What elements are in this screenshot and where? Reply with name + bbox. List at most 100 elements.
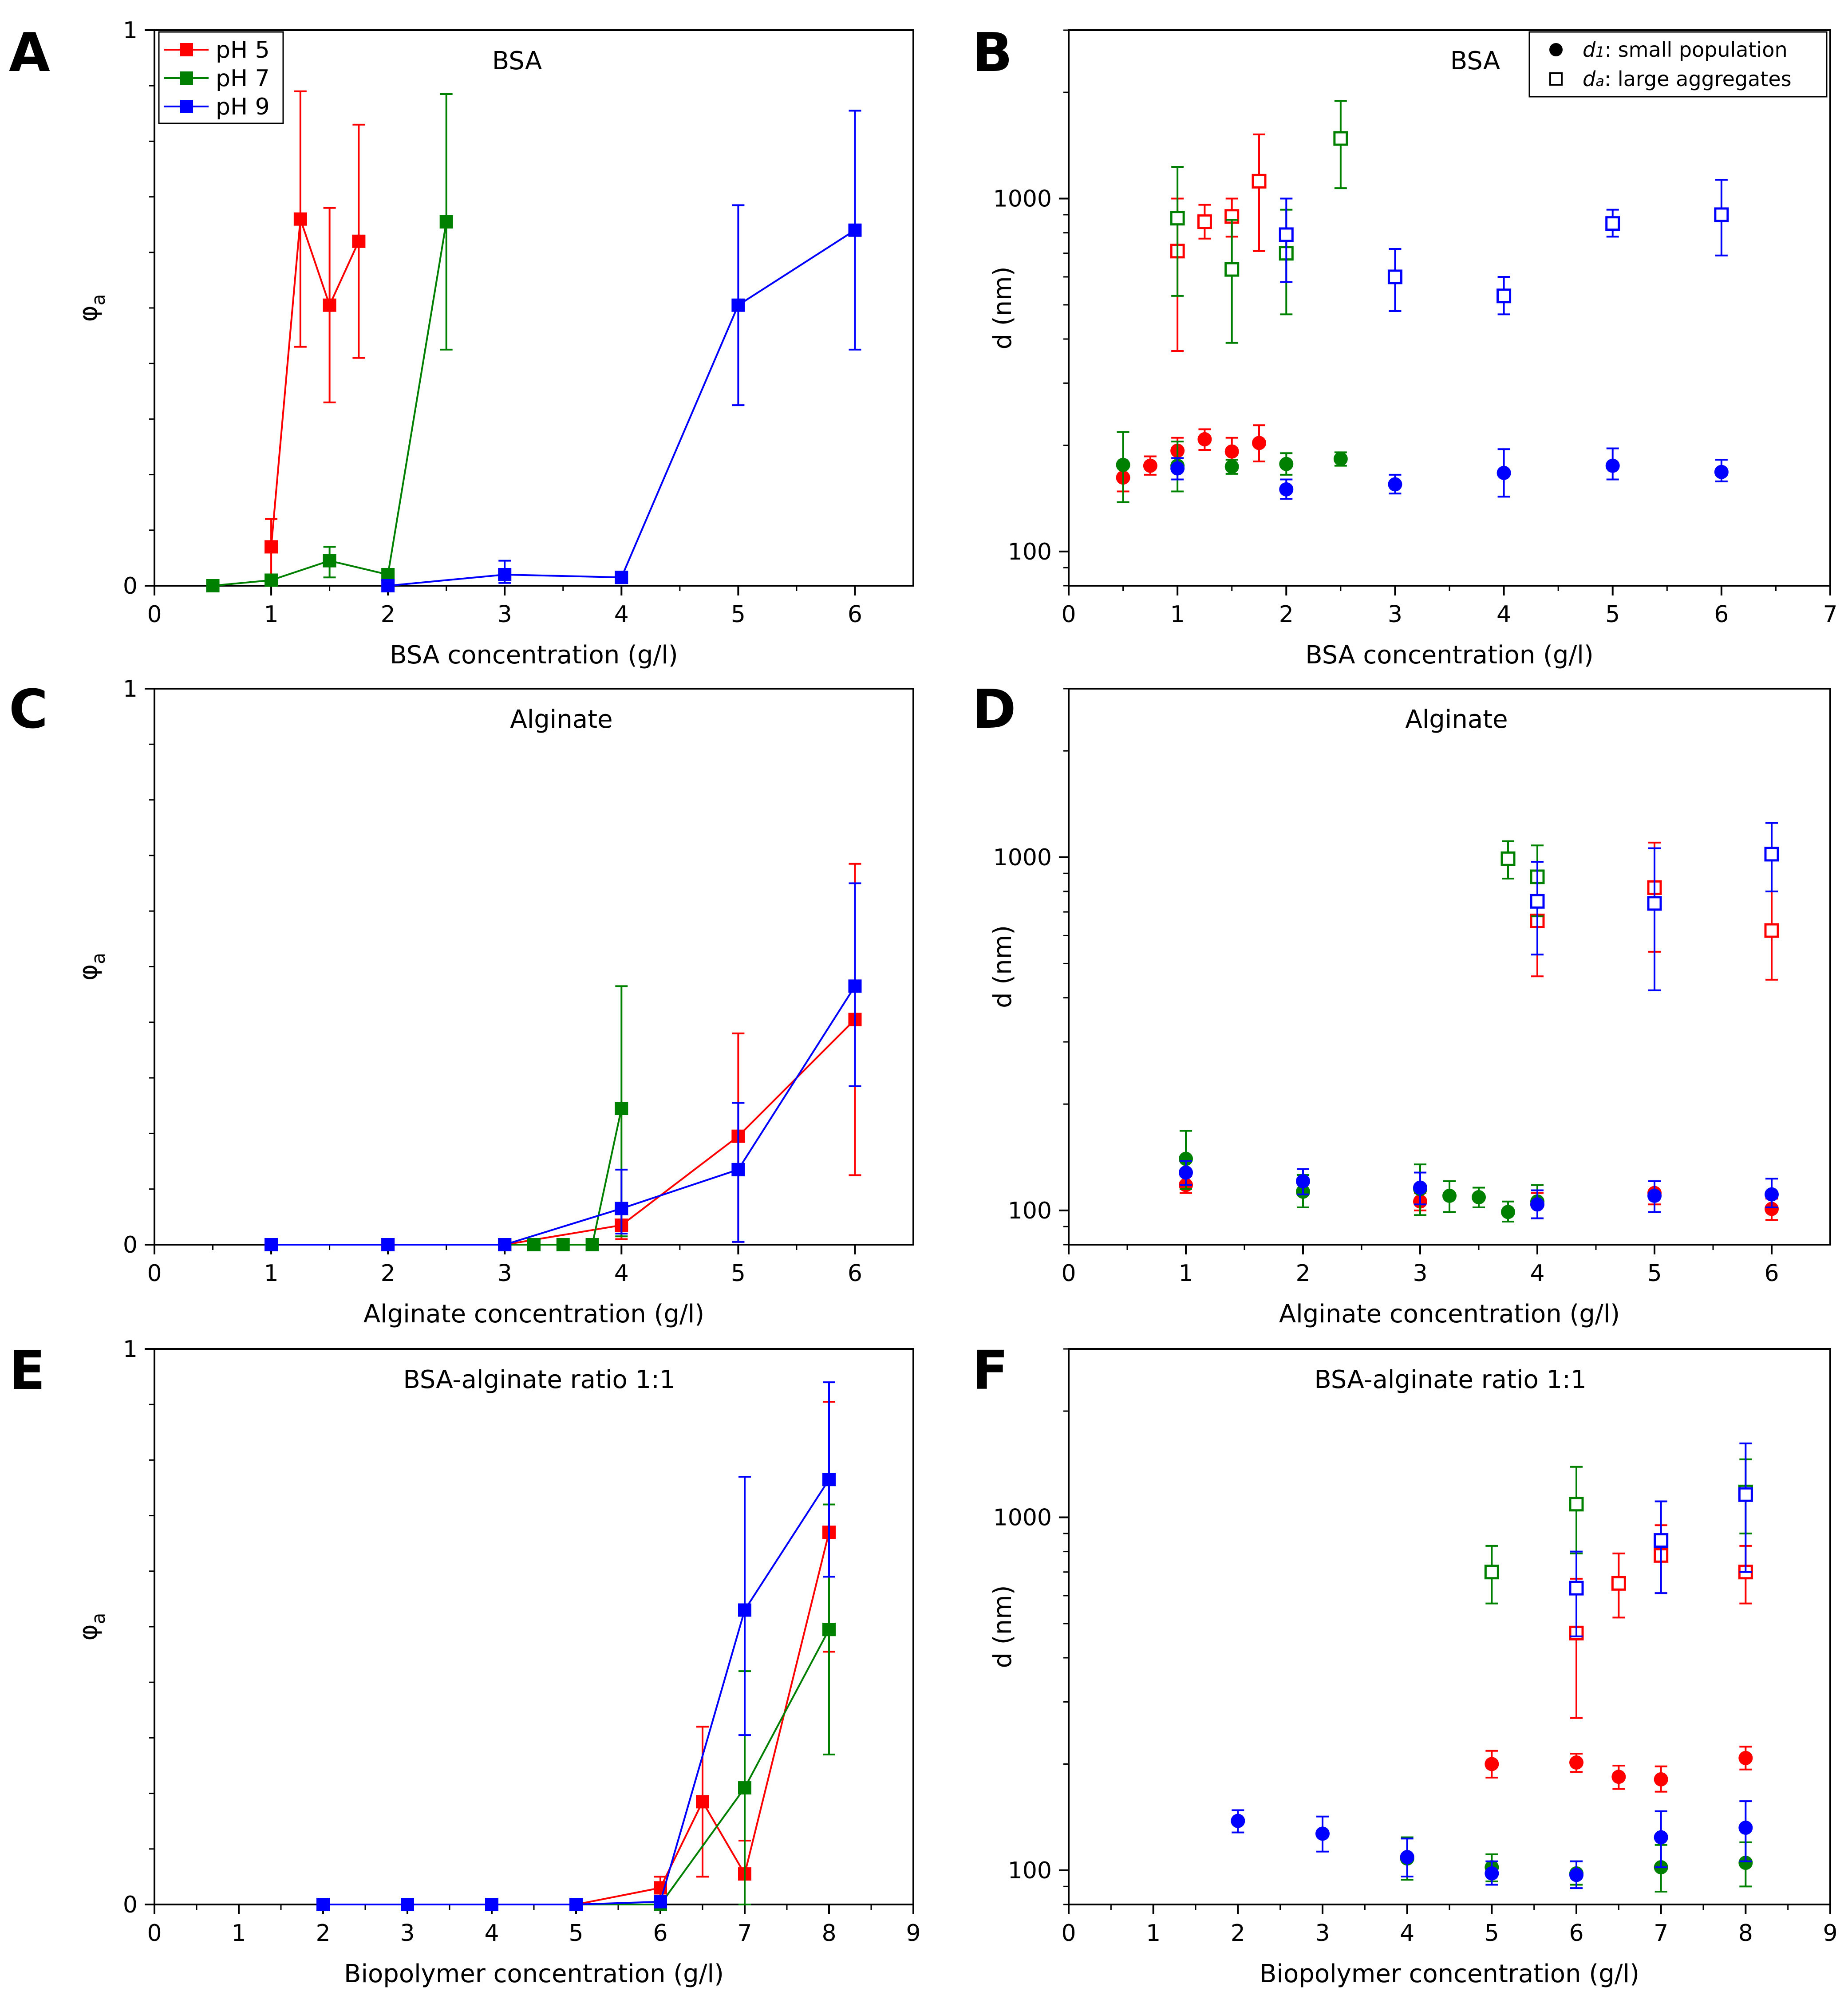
series-ph-7-square: [206, 93, 453, 592]
panel-letter: D: [972, 679, 1016, 741]
data-point: [1315, 1826, 1330, 1841]
series-ph-5-open-square: [1170, 133, 1267, 352]
data-point: [848, 223, 862, 237]
y-axis-label: φa: [74, 1613, 109, 1641]
data-point: [1400, 1850, 1414, 1865]
chart-title: Alginate: [1405, 705, 1508, 734]
series-ph-9-open-square: [1279, 179, 1729, 315]
data-point: [1116, 457, 1130, 472]
x-tick-label: 0: [1061, 601, 1076, 628]
y-tick-label: 100: [1008, 1857, 1052, 1884]
series-ph-7-square: [316, 1503, 836, 1911]
data-point: [1485, 1757, 1499, 1771]
x-tick-label: 5: [1485, 1920, 1499, 1947]
series-ph-9-square: [265, 882, 862, 1251]
x-axis-label: BSA concentration (g/l): [1305, 641, 1593, 670]
x-axis-label: Biopolymer concentration (g/l): [344, 1960, 724, 1988]
panel-letter: A: [9, 22, 50, 84]
y-axis-label: d (nm): [988, 1585, 1017, 1668]
data-point: [556, 1238, 570, 1251]
x-tick-label: 9: [1823, 1920, 1837, 1947]
legend-item: d1: small population: [1549, 38, 1788, 62]
data-point: [1654, 1830, 1668, 1845]
data-point: [1333, 452, 1348, 466]
x-tick-label: 1: [1146, 1920, 1161, 1947]
data-point: [1197, 214, 1212, 229]
legend-marker: [180, 43, 193, 56]
data-point: [1333, 131, 1348, 146]
data-point: [1611, 1576, 1626, 1591]
data-point: [1413, 1180, 1427, 1195]
x-tick-label: 6: [1764, 1260, 1779, 1287]
data-point: [585, 1238, 599, 1251]
series-line: [270, 219, 360, 547]
data-point: [293, 212, 307, 226]
panel-a: A 0 1 2 3 4 5 6 0 1 BSA concentration (g/l) φa BSA: [9, 17, 914, 670]
data-point: [1484, 1565, 1499, 1580]
x-tick-label: 5: [731, 601, 746, 628]
data-point: [265, 1238, 278, 1251]
x-tick-label: 4: [614, 1260, 629, 1287]
legend-item: pH 5: [164, 37, 270, 63]
data-point: [1569, 1868, 1583, 1882]
y-tick-label: 0: [123, 1232, 138, 1258]
plot-frame: [1068, 1348, 1831, 1905]
x-tick-label: 5: [569, 1920, 583, 1947]
x-tick-label: 1: [1170, 601, 1185, 628]
series-ph-9-circle: [1170, 447, 1729, 500]
data-point: [1279, 457, 1294, 471]
y-tick-label: 1000: [993, 844, 1052, 871]
plot-frame: [1068, 688, 1831, 1246]
x-tick-label: 5: [1605, 601, 1620, 628]
data-point: [1497, 288, 1512, 304]
x-tick-label: 3: [1413, 1260, 1427, 1287]
x-tick-label: 8: [1738, 1920, 1753, 1947]
legend-symbol-d: d: [1583, 67, 1596, 91]
data-point: [1279, 227, 1294, 242]
series-ph-7-square: [498, 985, 628, 1251]
data-point: [1738, 1751, 1753, 1765]
data-point: [1501, 851, 1516, 866]
data-point: [1224, 444, 1239, 459]
plot-frame: [154, 688, 914, 1246]
data-point: [1647, 1188, 1662, 1203]
data-point: [1501, 1205, 1515, 1219]
data-point: [738, 1603, 751, 1617]
chart-title: Alginate: [510, 705, 612, 734]
y-tick-label: 100: [1008, 539, 1052, 565]
y-axis-label: d (nm): [988, 925, 1017, 1008]
chart-title: BSA: [1450, 47, 1500, 75]
x-tick-label: 6: [848, 1260, 862, 1287]
data-point: [1497, 465, 1511, 480]
x-tick-label: 3: [498, 1260, 512, 1287]
data-point: [1387, 269, 1402, 284]
data-point: [848, 979, 862, 993]
series-ph-5-square: [265, 90, 366, 587]
x-tick-label: 7: [1654, 1920, 1668, 1947]
data-point: [1197, 432, 1212, 446]
panel-e: E 0 1 2 3 4 5 6 7 8 9 0 1 Biopolymer concentration (g…: [9, 1336, 921, 1988]
data-point: [1252, 436, 1266, 450]
data-point: [654, 1895, 667, 1908]
data-point: [1179, 1151, 1193, 1166]
data-point: [1569, 1755, 1583, 1770]
data-point: [1170, 461, 1185, 476]
x-tick-label: 2: [381, 601, 395, 628]
x-axis-label: Biopolymer concentration (g/l): [1260, 1960, 1639, 1988]
series-ph-9-square: [316, 1381, 836, 1911]
y-axis-label-sub: a: [87, 953, 109, 964]
data-point: [569, 1898, 583, 1911]
series-line: [505, 1108, 623, 1246]
legend-marker: [1549, 43, 1563, 56]
data-point: [615, 571, 628, 584]
data-point: [206, 579, 220, 592]
data-point: [822, 1623, 836, 1636]
legend-label: pH 9: [216, 94, 270, 120]
legend-ph: pH 5pH 7pH 9: [158, 31, 284, 124]
x-tick-label: 1: [264, 601, 279, 628]
data-point: [1224, 262, 1240, 277]
x-tick-label: 4: [614, 601, 629, 628]
data-point: [1569, 1581, 1584, 1596]
y-tick-label: 1: [123, 1336, 138, 1363]
